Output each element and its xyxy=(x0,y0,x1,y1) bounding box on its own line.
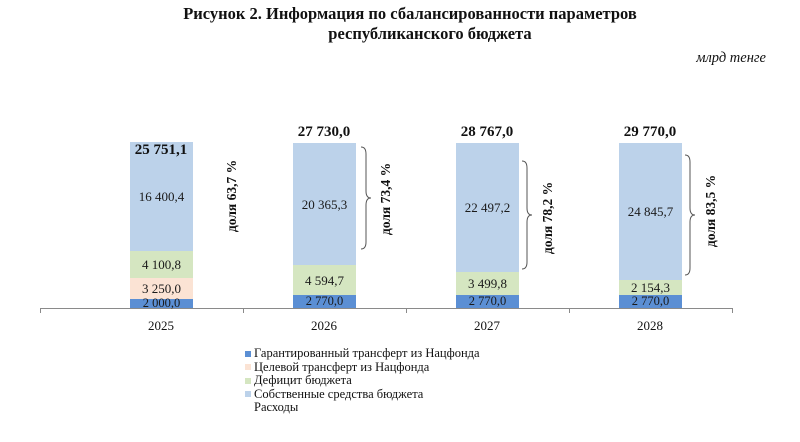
x-axis-tick xyxy=(406,308,407,313)
chart-title-line1: Рисунок 2. Информация по сбалансированно… xyxy=(183,4,637,23)
legend-label: Расходы xyxy=(254,400,299,414)
chart-title-line2: республиканского бюджета xyxy=(328,24,532,43)
share-annotation-2027: доля 78,2 % xyxy=(540,181,555,255)
segment-own-funds: 22 497,2 xyxy=(456,143,519,272)
legend-item-deficit: Дефицит бюджета xyxy=(245,373,480,388)
segment-guaranteed-transfer: 2 000,0 xyxy=(130,297,193,310)
segment-guaranteed-transfer: 2 770,0 xyxy=(293,295,356,308)
legend-swatch-icon xyxy=(245,405,251,411)
x-axis xyxy=(40,308,732,309)
bar-2028: 24 845,7 2 154,3 2 770,0 xyxy=(619,143,682,308)
segment-deficit: 4 100,8 xyxy=(130,251,193,278)
x-axis-tick xyxy=(40,308,41,313)
year-label-2025: 2025 xyxy=(148,318,174,333)
bar-2025: 16 400,4 4 100,8 3 250,0 2 000,0 xyxy=(130,142,193,310)
legend-swatch-icon xyxy=(245,391,251,398)
segment-deficit: 3 499,8 xyxy=(456,272,519,295)
legend-swatch-icon xyxy=(245,377,251,384)
chart-title: Рисунок 2. Информация по сбалансированно… xyxy=(0,4,800,44)
brace-2027 xyxy=(521,160,533,270)
legend-label: Собственные средства бюджета xyxy=(254,386,424,401)
legend-item-target-transfer: Целевой трансферт из Нацфонда xyxy=(245,359,480,375)
bar-2027: 22 497,2 3 499,8 2 770,0 xyxy=(456,143,519,308)
x-axis-tick xyxy=(732,308,733,313)
segment-deficit: 4 594,7 xyxy=(293,265,356,295)
segment-target-transfer: 3 250,0 xyxy=(130,278,193,299)
legend-item-own-funds: Собственные средства бюджета xyxy=(245,386,480,402)
legend-item-expenses: Расходы xyxy=(245,400,480,415)
year-label-2028: 2028 xyxy=(637,318,663,333)
segment-own-funds: 24 845,7 xyxy=(619,143,682,280)
share-annotation-2028: доля 83,5 % xyxy=(703,174,718,248)
x-axis-tick xyxy=(243,308,244,313)
share-annotation-2025: доля 63,7 % xyxy=(224,159,239,233)
legend-swatch-icon xyxy=(245,364,251,371)
legend-label: Целевой трансферт из Нацфонда xyxy=(254,359,430,374)
share-annotation-2026: доля 73,4 % xyxy=(378,162,393,236)
year-label-2027: 2027 xyxy=(474,318,500,333)
segment-own-funds: 16 400,4 xyxy=(130,142,193,251)
segment-guaranteed-transfer: 2 770,0 xyxy=(619,295,682,308)
x-axis-tick xyxy=(569,308,570,313)
segment-own-funds: 20 365,3 xyxy=(293,143,356,265)
total-2026: 27 730,0 xyxy=(297,124,351,140)
legend-item-guaranteed-transfer: Гарантированный трансферт из Нацфонда xyxy=(245,346,480,361)
brace-2026 xyxy=(360,146,372,250)
segment-deficit: 2 154,3 xyxy=(619,280,682,295)
legend-label: Гарантированный трансферт из Нацфонда xyxy=(254,346,480,360)
year-label-2026: 2026 xyxy=(311,318,337,333)
segment-guaranteed-transfer: 2 770,0 xyxy=(456,295,519,308)
legend: Гарантированный трансферт из Нацфонда Це… xyxy=(245,346,480,415)
legend-label: Дефицит бюджета xyxy=(254,373,352,387)
legend-swatch-icon xyxy=(245,350,251,357)
units-label: млрд тенге xyxy=(696,50,766,66)
total-2025: 25 751,1 xyxy=(134,142,188,158)
total-2027: 28 767,0 xyxy=(460,124,514,140)
brace-2028 xyxy=(684,154,696,276)
total-2028: 29 770,0 xyxy=(623,124,677,140)
bar-2026: 20 365,3 4 594,7 2 770,0 xyxy=(293,143,356,308)
